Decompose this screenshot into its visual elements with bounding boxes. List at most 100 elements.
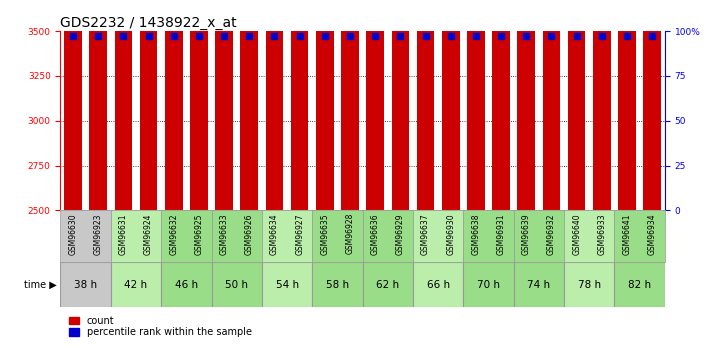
Text: GSM96636: GSM96636 [370, 213, 380, 255]
Bar [542, 0, 560, 210]
Text: GSM96641: GSM96641 [623, 213, 631, 255]
Bar [518, 0, 535, 210]
Bar [161, 262, 212, 307]
Point [621, 34, 633, 39]
Point [445, 34, 456, 39]
Point [395, 34, 406, 39]
Bar [190, 0, 208, 210]
Text: 70 h: 70 h [477, 280, 500, 289]
Bar [467, 0, 485, 210]
Legend: count, percentile rank within the sample: count, percentile rank within the sample [65, 312, 255, 341]
Bar [212, 210, 262, 262]
Point [319, 34, 331, 39]
Text: GSM96630: GSM96630 [68, 213, 77, 255]
Text: 66 h: 66 h [427, 280, 450, 289]
Point [546, 34, 557, 39]
Bar [568, 0, 585, 210]
Text: GSM96928: GSM96928 [346, 213, 355, 254]
Point [68, 34, 79, 39]
Point [269, 34, 280, 39]
Bar [492, 0, 510, 210]
Text: GSM96632: GSM96632 [169, 213, 178, 255]
Text: GSM96925: GSM96925 [194, 213, 203, 255]
Bar [564, 210, 614, 262]
Text: GSM96932: GSM96932 [547, 213, 556, 255]
Text: GSM96934: GSM96934 [648, 213, 657, 255]
Bar [291, 0, 309, 210]
Point [143, 34, 154, 39]
Text: GSM96638: GSM96638 [471, 213, 481, 255]
Bar [60, 210, 111, 262]
Text: GSM96924: GSM96924 [144, 213, 153, 255]
Bar [90, 0, 107, 210]
Text: GSM96930: GSM96930 [447, 213, 455, 255]
Text: GSM96927: GSM96927 [295, 213, 304, 255]
Bar [212, 262, 262, 307]
Point [596, 34, 607, 39]
Text: GSM96639: GSM96639 [522, 213, 531, 255]
Text: GSM96637: GSM96637 [421, 213, 430, 255]
Bar [413, 210, 464, 262]
Bar [64, 0, 82, 210]
Bar [614, 262, 665, 307]
Text: 78 h: 78 h [577, 280, 601, 289]
Text: 50 h: 50 h [225, 280, 248, 289]
Bar [392, 0, 410, 210]
Text: 58 h: 58 h [326, 280, 349, 289]
Bar [464, 210, 514, 262]
Text: 46 h: 46 h [175, 280, 198, 289]
Bar [111, 210, 161, 262]
Point [420, 34, 432, 39]
Bar [341, 0, 359, 210]
Bar [60, 262, 111, 307]
Text: GSM96929: GSM96929 [396, 213, 405, 255]
Text: GSM96931: GSM96931 [496, 213, 506, 255]
Bar [413, 262, 464, 307]
Bar [366, 0, 384, 210]
Bar [161, 210, 212, 262]
Text: GSM96933: GSM96933 [597, 213, 606, 255]
Point [520, 34, 532, 39]
Text: GSM96926: GSM96926 [245, 213, 254, 255]
Point [244, 34, 255, 39]
Point [168, 34, 179, 39]
Text: GDS2232 / 1438922_x_at: GDS2232 / 1438922_x_at [60, 16, 237, 30]
Point [92, 34, 104, 39]
Bar [316, 0, 333, 210]
Bar [140, 0, 157, 210]
Bar [262, 210, 312, 262]
Point [571, 34, 582, 39]
Bar [643, 0, 661, 210]
Bar [363, 210, 413, 262]
Text: 54 h: 54 h [275, 280, 299, 289]
Point [218, 34, 230, 39]
Text: 82 h: 82 h [628, 280, 651, 289]
Point [294, 34, 305, 39]
Text: GSM96634: GSM96634 [270, 213, 279, 255]
Point [646, 34, 658, 39]
Bar [593, 0, 611, 210]
Bar [262, 262, 312, 307]
Text: time ▶: time ▶ [24, 280, 57, 289]
Point [344, 34, 356, 39]
Point [496, 34, 507, 39]
Bar [312, 210, 363, 262]
Bar [114, 0, 132, 210]
Text: GSM96635: GSM96635 [321, 213, 329, 255]
Text: 74 h: 74 h [528, 280, 550, 289]
Bar [312, 262, 363, 307]
Bar [442, 0, 459, 210]
Text: GSM96633: GSM96633 [220, 213, 229, 255]
Bar [564, 262, 614, 307]
Bar [215, 0, 233, 210]
Text: GSM96923: GSM96923 [94, 213, 102, 255]
Text: GSM96640: GSM96640 [572, 213, 581, 255]
Point [118, 34, 129, 39]
Text: 38 h: 38 h [74, 280, 97, 289]
Bar [266, 0, 283, 210]
Text: 42 h: 42 h [124, 280, 148, 289]
Bar [514, 262, 564, 307]
Text: GSM96631: GSM96631 [119, 213, 128, 255]
Bar [464, 262, 514, 307]
Bar [618, 0, 636, 210]
